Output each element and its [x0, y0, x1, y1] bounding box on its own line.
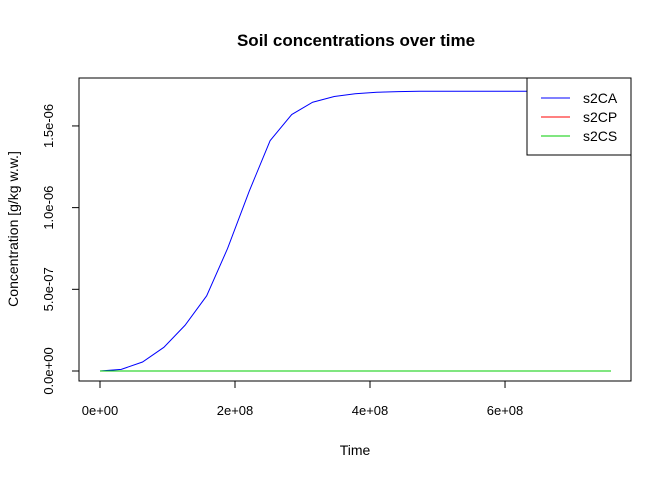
y-tick-label: 0.0e+00: [41, 347, 56, 394]
x-tick-label: 2e+08: [217, 403, 254, 418]
chart-title: Soil concentrations over time: [237, 31, 475, 50]
y-axis-label: Concentration [g/kg w.w.]: [5, 151, 21, 307]
legend-label-s2cp: s2CP: [583, 109, 617, 125]
x-tick-label: 4e+08: [352, 403, 389, 418]
legend-label-s2ca: s2CA: [583, 90, 618, 106]
series-lines: [99, 90, 611, 372]
y-tick-label: 5.0e-07: [41, 267, 56, 311]
series-line-s2ca: [99, 90, 611, 372]
y-tick-label: 1.0e-06: [41, 186, 56, 230]
x-tick-label: 6e+08: [487, 403, 524, 418]
x-axis-label: Time: [340, 442, 371, 458]
y-tick-label: 1.5e-06: [41, 104, 56, 148]
legend-label-s2cs: s2CS: [583, 128, 617, 144]
x-tick-label: 0e+00: [82, 403, 119, 418]
y-axis: 0.0e+00 5.0e-07 1.0e-06 1.5e-06: [41, 104, 80, 395]
legend: s2CA s2CP s2CS: [526, 77, 632, 156]
x-axis: 0e+00 2e+08 4e+08 6e+08: [82, 380, 524, 418]
